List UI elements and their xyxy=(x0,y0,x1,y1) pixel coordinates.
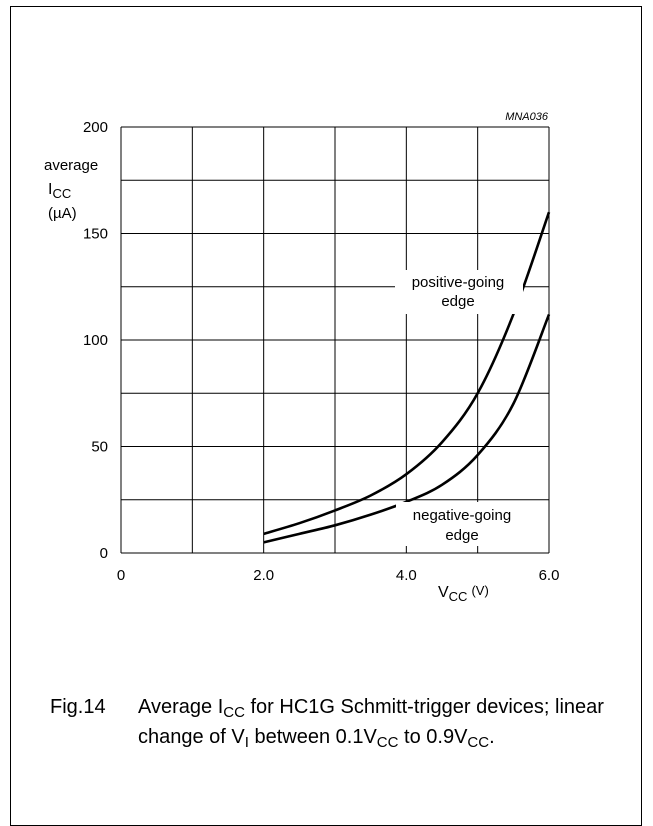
y-tick-label: 200 xyxy=(83,119,108,136)
y-axis-symbol: ICC xyxy=(48,181,71,201)
x-tick-label: 4.0 xyxy=(396,567,417,584)
series-line-negative-going xyxy=(263,313,551,544)
y-axis-unit: (µA) xyxy=(48,205,77,222)
figure-number: Fig.14 xyxy=(50,696,106,718)
chart-curves xyxy=(263,211,551,544)
y-tick-label: 100 xyxy=(83,332,108,349)
series-label-positive-2: edge xyxy=(441,293,474,310)
y-tick-label: 0 xyxy=(100,545,108,562)
x-axis-label: VCC (V) xyxy=(438,583,489,604)
figure-id: MNA036 xyxy=(505,111,549,123)
series-label-negative-1: negative-going xyxy=(413,507,511,524)
y-axis-label-line1: average xyxy=(44,157,98,174)
chart-grid xyxy=(120,126,550,554)
icc-vs-vcc-chart: MNA036 0 50 100 150 200 0 2.0 4.0 6.0 average I… xyxy=(44,111,560,604)
x-tick-label: 2.0 xyxy=(253,567,274,584)
x-tick-labels: 0 2.0 4.0 6.0 xyxy=(117,567,560,584)
y-tick-labels: 0 50 100 150 200 xyxy=(83,119,108,562)
series-line-positive-going xyxy=(263,211,551,536)
series-label-positive-1: positive-going xyxy=(412,274,505,291)
y-tick-label: 150 xyxy=(83,226,108,243)
series-label-negative-2: edge xyxy=(445,527,478,544)
x-tick-label: 0 xyxy=(117,567,125,584)
positive-label-bg xyxy=(395,270,523,314)
x-tick-label: 6.0 xyxy=(539,567,560,584)
negative-label-bg xyxy=(396,502,530,546)
figure-caption-text: Average ICC for HC1G Schmitt-trigger dev… xyxy=(138,696,604,751)
y-tick-label: 50 xyxy=(91,439,108,456)
